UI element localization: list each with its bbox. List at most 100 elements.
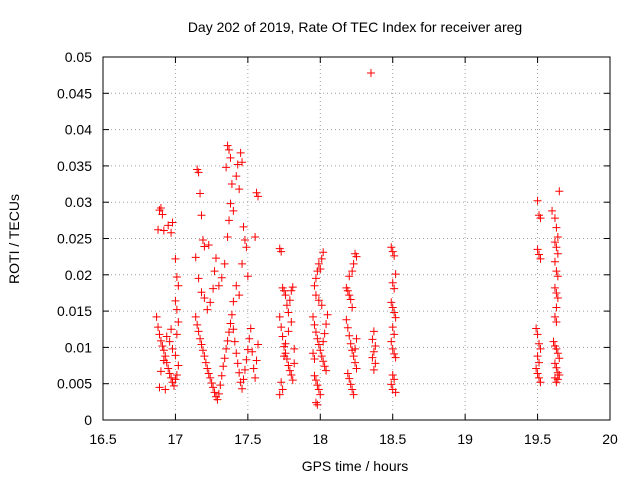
data-point [553, 272, 562, 281]
data-point [236, 148, 245, 157]
data-point [191, 312, 200, 321]
data-point [242, 355, 251, 364]
data-point [311, 274, 320, 283]
data-point [533, 330, 542, 339]
data-point [390, 375, 399, 384]
data-point [323, 310, 332, 319]
data-point [251, 233, 260, 242]
data-point [369, 365, 378, 374]
data-point [387, 298, 396, 307]
data-point [343, 286, 352, 295]
data-point [550, 238, 559, 247]
data-point [171, 351, 180, 360]
data-point [210, 388, 219, 397]
data-point [217, 371, 226, 380]
data-point [317, 352, 326, 361]
data-point [345, 272, 354, 281]
data-point [235, 291, 244, 300]
data-point [164, 221, 173, 230]
data-point [194, 168, 203, 177]
data-point [536, 378, 545, 387]
data-point [162, 332, 171, 341]
data-point [314, 385, 323, 394]
data-point [309, 312, 318, 321]
data-point [252, 356, 261, 365]
data-point [550, 312, 559, 321]
data-point [156, 204, 165, 213]
data-point [200, 294, 209, 303]
data-point [391, 353, 400, 362]
data-point [552, 303, 561, 312]
x-tick-label: 17.5 [234, 431, 261, 447]
x-tick-label: 19.5 [524, 431, 551, 447]
data-point [351, 358, 360, 367]
data-point [348, 267, 357, 276]
data-point [171, 375, 180, 384]
y-tick-label: 0.01 [65, 339, 92, 355]
data-point [278, 332, 287, 341]
data-point [171, 296, 180, 305]
data-point [284, 361, 293, 370]
data-point [314, 259, 323, 268]
data-point [280, 286, 289, 295]
data-point [226, 319, 235, 328]
y-tick-label: 0.045 [57, 85, 92, 101]
data-point [243, 345, 252, 354]
y-axis-label: ROTI / TECUs [6, 194, 22, 284]
data-point [232, 349, 241, 358]
data-point [172, 370, 181, 379]
data-point [388, 278, 397, 287]
data-point [387, 337, 396, 346]
data-point [388, 370, 397, 379]
data-point [310, 281, 319, 290]
data-point [371, 359, 380, 368]
data-point [229, 325, 238, 334]
data-point [242, 243, 251, 252]
data-point [277, 247, 286, 256]
data-point [229, 297, 238, 306]
y-tick-label: 0 [84, 412, 92, 428]
data-point [536, 254, 545, 263]
data-point [309, 349, 318, 358]
data-point [226, 153, 235, 162]
data-point [159, 356, 168, 365]
data-point [319, 248, 328, 257]
data-point [233, 359, 242, 368]
data-point [552, 243, 561, 252]
data-point [349, 390, 358, 399]
data-point [290, 359, 299, 368]
data-point [203, 305, 212, 314]
y-tick-labels: 0 0.005 0.01 0.015 0.02 0.025 0.03 0.035 0.04 0.0… [57, 49, 92, 428]
data-point [216, 381, 225, 390]
data-point [290, 344, 299, 353]
y-tick-label: 0.04 [65, 122, 92, 138]
data-point [391, 270, 400, 279]
data-point [245, 334, 254, 343]
data-point [238, 259, 247, 268]
data-point [553, 349, 562, 358]
data-point [253, 340, 262, 349]
data-point [159, 226, 168, 235]
data-point [220, 354, 229, 363]
data-point [390, 330, 399, 339]
data-point [161, 385, 170, 394]
data-point [168, 344, 177, 353]
data-point [165, 337, 174, 346]
data-point [196, 189, 205, 198]
data-point [226, 199, 235, 208]
data-point [155, 330, 164, 339]
data-point [536, 214, 545, 223]
data-point [253, 192, 262, 201]
data-point [345, 374, 354, 383]
data-point [532, 324, 541, 333]
data-point [240, 365, 249, 374]
data-point [158, 210, 167, 219]
data-point [204, 241, 213, 250]
data-point [168, 218, 177, 227]
data-point [343, 323, 352, 332]
data-point [345, 291, 354, 300]
data-point [535, 250, 544, 259]
data-point [278, 385, 287, 394]
data-point [282, 301, 291, 310]
data-point [532, 364, 541, 373]
